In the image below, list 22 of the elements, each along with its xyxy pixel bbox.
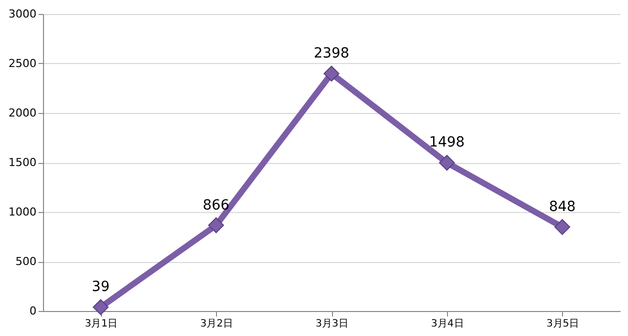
y-tick-label: 0: [30, 304, 36, 318]
data-label: 848: [548, 199, 576, 216]
y-tick-label: 2000: [8, 106, 36, 120]
x-tick-label: 3月1日: [84, 318, 118, 330]
x-tick-label: 3月5日: [546, 318, 580, 330]
data-label: 39: [92, 279, 110, 296]
x-tick-label: 3月4日: [431, 318, 464, 330]
data-label: 1498: [429, 134, 465, 151]
point: [92, 299, 109, 316]
y-tick-label: 2500: [8, 57, 36, 70]
point: [438, 154, 455, 171]
data-label: 866: [202, 197, 230, 214]
x-tick-label: 3月2日: [200, 318, 233, 330]
x-tick-label: 3月3日: [316, 318, 348, 330]
y-tick-label: 1000: [8, 206, 36, 218]
point: [324, 66, 340, 82]
y-tick-label: 500: [16, 255, 36, 268]
y-tick-label: 1500: [8, 156, 36, 169]
point: [554, 219, 570, 235]
data-label: 2398: [314, 46, 350, 62]
point: [208, 217, 224, 234]
y-tick-label: 3000: [8, 8, 36, 20]
